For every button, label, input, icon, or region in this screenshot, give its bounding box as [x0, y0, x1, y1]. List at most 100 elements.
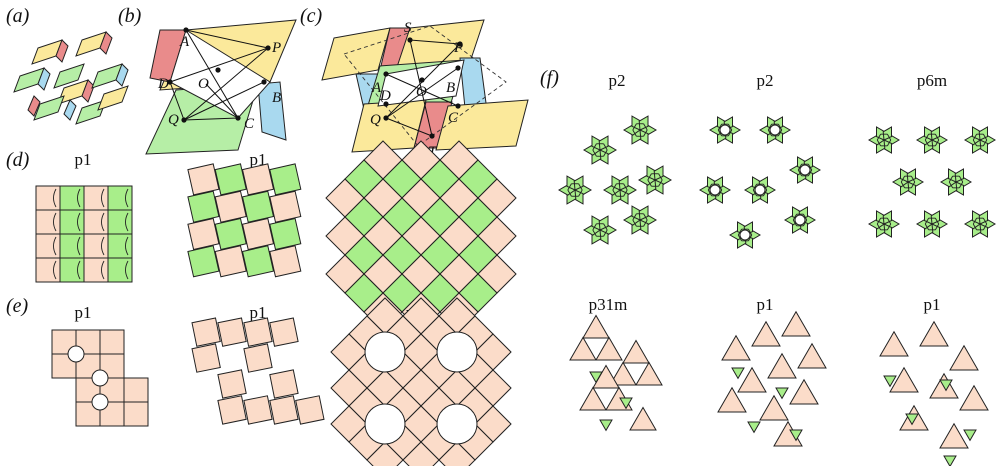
triangle: [599, 419, 613, 432]
strut: [924, 217, 930, 225]
strut: [807, 169, 813, 177]
tile: [402, 441, 440, 466]
tile: [241, 163, 275, 196]
triangle: [767, 352, 797, 379]
triangle: [905, 413, 919, 426]
strut: [643, 129, 648, 137]
strut: [972, 223, 978, 231]
triangle: [747, 421, 761, 434]
point-S: S: [404, 20, 412, 36]
triangle: [939, 422, 969, 449]
strut: [972, 217, 978, 225]
strut: [632, 213, 637, 221]
panel-b-diagram: A P B D O Q C: [145, 19, 297, 155]
hub: [739, 229, 751, 241]
point-B: B: [446, 80, 455, 96]
strut: [592, 149, 597, 157]
e-tiling-1: [51, 329, 149, 427]
e-tiling-3: [330, 297, 512, 466]
point-D: D: [379, 88, 391, 104]
tile-curve: [53, 188, 57, 208]
strut: [762, 183, 768, 191]
triangle: [737, 366, 767, 393]
triangle: [717, 386, 747, 413]
f-triangle-tiling-1: [569, 314, 663, 432]
point-Q: Q: [370, 112, 381, 128]
strut: [910, 181, 916, 189]
strut: [924, 139, 930, 147]
strut: [876, 133, 882, 141]
strut: [727, 123, 733, 131]
triangle: [949, 344, 979, 371]
point-T: T: [428, 144, 438, 160]
f-group-top-1: p2: [609, 71, 626, 90]
strut: [717, 183, 723, 191]
point-P: P: [453, 40, 463, 56]
strut: [603, 223, 608, 231]
strut: [737, 228, 743, 236]
strut: [886, 223, 892, 231]
tile-curve: [53, 212, 57, 232]
strut: [910, 175, 916, 183]
tile: [269, 163, 302, 196]
strut: [876, 223, 882, 231]
tile: [295, 395, 325, 425]
strut: [982, 217, 988, 225]
panel-a-tiling: [13, 31, 129, 125]
strut: [767, 129, 773, 137]
strut: [647, 173, 652, 181]
hole: [364, 331, 406, 373]
tile-curve: [77, 212, 81, 232]
strut: [717, 189, 723, 197]
tile: [269, 217, 302, 251]
strut: [797, 169, 803, 177]
point-D: D: [157, 76, 169, 92]
point-A: A: [179, 34, 190, 50]
panel-label-d: (d): [6, 149, 30, 171]
hub: [719, 124, 731, 136]
strut: [948, 175, 954, 183]
tile: [269, 369, 299, 399]
strut: [777, 123, 783, 131]
tile: [243, 317, 273, 347]
strut: [797, 163, 803, 171]
panel-c-diagram: S P A B O D C Q T: [321, 19, 529, 160]
strut: [777, 129, 783, 137]
triangle: [919, 320, 949, 347]
tile: [241, 245, 275, 278]
strut: [886, 217, 892, 225]
tile-curve: [101, 212, 105, 232]
tile: [243, 343, 273, 373]
point-O: O: [416, 84, 427, 100]
tile: [35, 257, 61, 283]
strut: [717, 123, 723, 131]
strut: [802, 219, 808, 227]
e-group-1: p1: [75, 303, 92, 322]
strut: [792, 213, 798, 221]
hub: [709, 184, 721, 196]
hole: [91, 369, 109, 387]
triangle: [789, 429, 803, 442]
strut: [623, 183, 628, 191]
triangle: [959, 384, 989, 411]
tile-curve: [125, 188, 129, 208]
tile-curve: [125, 236, 129, 256]
strut: [802, 213, 808, 221]
strut: [958, 175, 964, 183]
tile: [269, 190, 302, 223]
triangle: [781, 310, 811, 337]
strut: [876, 139, 882, 147]
d-tiling-3: [325, 140, 517, 332]
hub: [799, 164, 811, 176]
f-group-top-2: p2: [757, 71, 774, 90]
tile: [99, 329, 125, 355]
tile-curve: [125, 212, 129, 232]
strut: [934, 133, 940, 141]
panel-label-a: (a): [6, 5, 30, 27]
tile: [217, 369, 247, 399]
tile: [214, 190, 247, 223]
strut: [592, 229, 597, 237]
tile: [187, 190, 220, 223]
strut: [934, 217, 940, 225]
